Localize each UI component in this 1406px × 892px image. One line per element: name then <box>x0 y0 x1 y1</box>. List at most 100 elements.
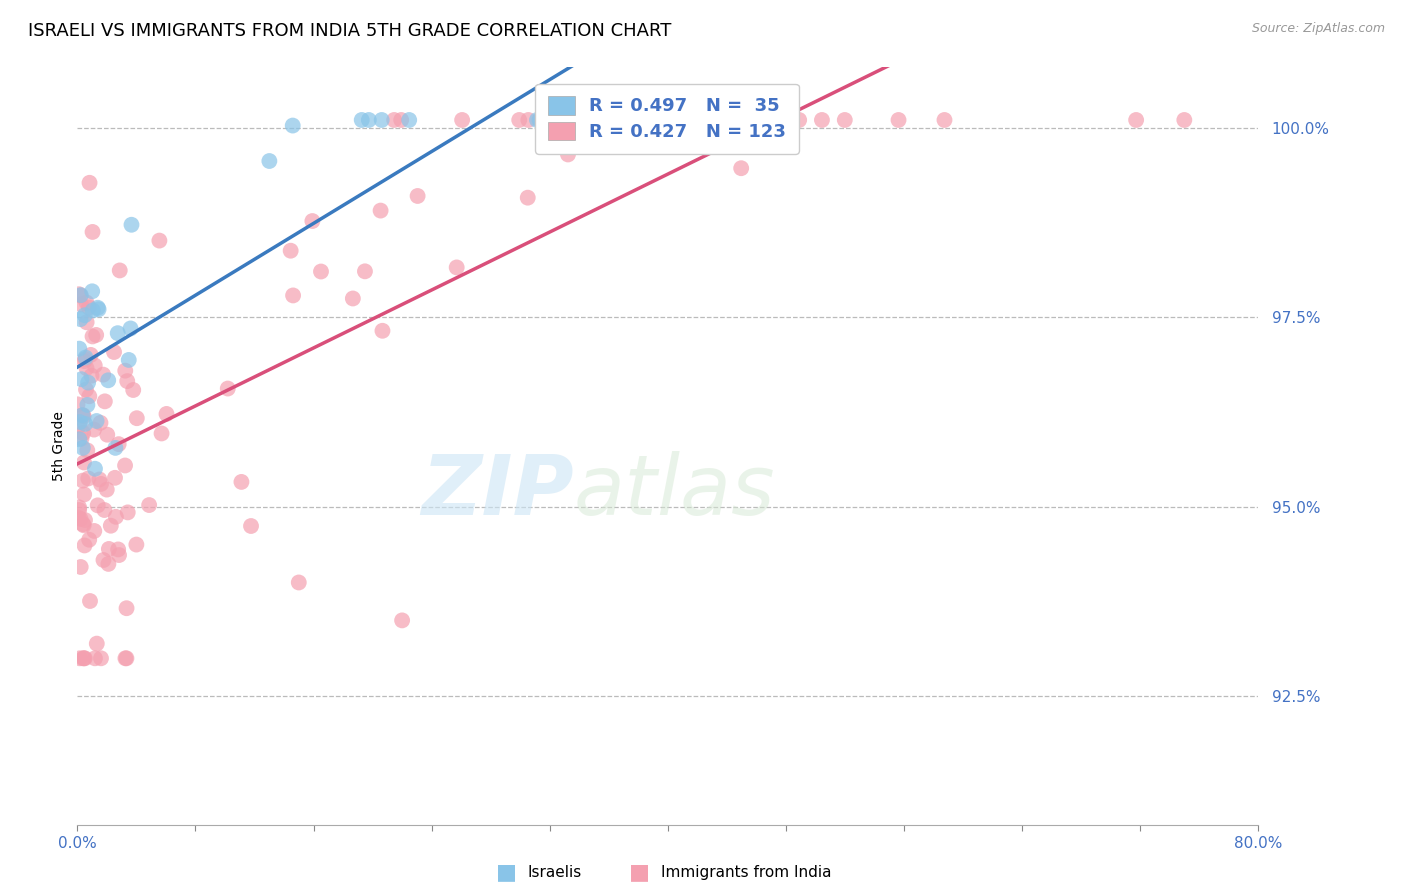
Point <box>90 651 112 665</box>
Point <box>120 321 142 335</box>
Point <box>371 324 394 338</box>
Point <box>77 301 100 315</box>
Point <box>86 637 108 651</box>
Point <box>73 308 96 322</box>
Point <box>93 553 115 567</box>
Point <box>72 426 94 441</box>
Point <box>640 113 662 128</box>
Text: ■: ■ <box>496 863 516 882</box>
Point <box>67 503 90 517</box>
Point <box>811 113 834 128</box>
Point <box>82 303 104 318</box>
Point <box>69 417 91 432</box>
Point <box>887 113 910 128</box>
Point <box>288 575 311 590</box>
Point <box>121 218 143 232</box>
Point <box>516 191 538 205</box>
Point <box>770 113 793 128</box>
Point <box>72 651 94 665</box>
Point <box>370 203 392 218</box>
Point <box>72 517 94 532</box>
Point <box>446 260 468 275</box>
Point <box>82 285 104 299</box>
Point <box>357 113 380 128</box>
Point <box>73 455 96 469</box>
Point <box>666 113 689 128</box>
Point <box>75 383 97 397</box>
Point <box>96 483 118 497</box>
Point <box>69 512 91 526</box>
Point <box>73 538 96 552</box>
Point <box>84 328 107 343</box>
Point <box>118 353 141 368</box>
Point <box>66 397 89 411</box>
Point <box>1125 113 1147 128</box>
Point <box>370 113 392 128</box>
Point <box>86 414 108 428</box>
Point <box>108 263 131 277</box>
Point <box>72 474 94 488</box>
Point <box>155 407 177 421</box>
Text: Source: ZipAtlas.com: Source: ZipAtlas.com <box>1251 22 1385 36</box>
Point <box>67 342 90 356</box>
Point <box>125 411 148 425</box>
Point <box>508 113 530 128</box>
Point <box>93 503 115 517</box>
Point <box>89 416 111 430</box>
Point <box>406 189 429 203</box>
Point <box>104 441 127 455</box>
Point <box>104 509 127 524</box>
Point <box>75 417 97 431</box>
Point <box>529 113 551 128</box>
Point <box>79 176 101 190</box>
Point <box>780 113 803 128</box>
Point <box>73 487 96 501</box>
Point <box>97 557 120 571</box>
Text: ZIP: ZIP <box>420 451 574 532</box>
Point <box>115 601 138 615</box>
Point <box>82 329 104 343</box>
Point <box>97 541 120 556</box>
Point <box>73 354 96 368</box>
Point <box>70 409 93 423</box>
Point <box>70 372 93 386</box>
Point <box>575 113 598 128</box>
Point <box>934 113 956 128</box>
Point <box>82 225 104 239</box>
Point <box>117 374 139 388</box>
Point <box>83 423 105 437</box>
Point <box>90 477 112 491</box>
Point <box>75 351 97 365</box>
Text: ■: ■ <box>630 863 650 882</box>
Point <box>67 287 90 301</box>
Point <box>787 113 810 128</box>
Point <box>80 368 103 383</box>
Point <box>354 264 377 278</box>
Point <box>70 297 93 311</box>
Point <box>87 302 110 317</box>
Point <box>138 498 160 512</box>
Point <box>231 475 253 489</box>
Point <box>280 244 302 258</box>
Point <box>73 409 96 424</box>
Point <box>72 441 94 455</box>
Point <box>721 113 744 128</box>
Point <box>76 443 98 458</box>
Point <box>67 510 90 524</box>
Point <box>217 382 239 396</box>
Point <box>557 147 579 161</box>
Point <box>309 264 332 278</box>
Point <box>560 113 582 128</box>
Point <box>342 292 364 306</box>
Point <box>70 432 93 446</box>
Point <box>69 288 91 302</box>
Point <box>301 214 323 228</box>
Point <box>756 113 779 128</box>
Point <box>107 437 129 451</box>
Point <box>73 513 96 527</box>
Point <box>76 398 98 412</box>
Point <box>69 560 91 574</box>
Point <box>761 113 783 128</box>
Point <box>77 376 100 390</box>
Point <box>108 548 131 562</box>
